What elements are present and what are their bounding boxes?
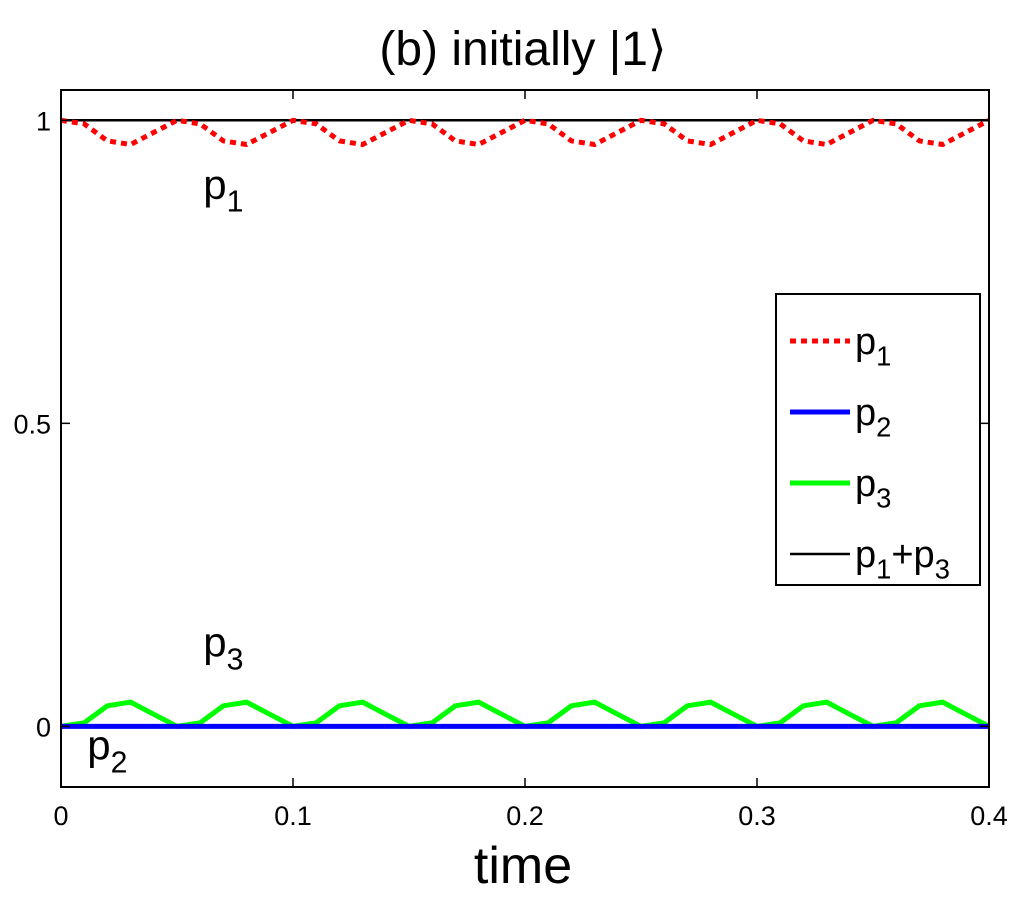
legend-label-1-sub: 1 <box>876 340 891 371</box>
annotation-p1: p1 <box>203 161 243 219</box>
legend-label-4-sub: 1 <box>876 553 891 584</box>
legend-label-4-base: p <box>855 534 876 576</box>
legend-label-2-sub: 2 <box>876 411 891 442</box>
annotation-p3-sub: 3 <box>227 643 244 676</box>
legend-label-2: p2 <box>855 392 891 442</box>
annotation-p2: p2 <box>87 722 127 780</box>
x-axis-label: time <box>474 837 572 895</box>
chart-title: (b) initially |1⟩ <box>379 23 666 76</box>
legend-label-3: p3 <box>855 463 891 513</box>
annotation-p3: p3 <box>203 619 243 677</box>
y-tick-label: 0 <box>36 712 51 742</box>
annotation-p1-sub: 1 <box>227 186 244 219</box>
legend-label-3-base: p <box>855 463 876 505</box>
annotation-p2-base: p <box>87 722 110 769</box>
series-layer <box>60 117 991 729</box>
x-tick-label: 0.1 <box>274 801 312 831</box>
x-tick-label: 0.2 <box>506 801 544 831</box>
legend-label-1-base: p <box>855 321 876 363</box>
y-tick-label: 1 <box>36 106 51 136</box>
legend-label-4: p1+p3 <box>855 534 950 584</box>
y-tick-label: 0.5 <box>13 409 51 439</box>
x-tick-label: 0.4 <box>970 801 1008 831</box>
legend-label-3-sub: 3 <box>876 482 891 513</box>
series-line-1 <box>60 117 991 147</box>
legend-label-4-sub2: 3 <box>935 553 950 584</box>
legend-label-4-base2: +p <box>891 534 934 576</box>
legend-label-2-base: p <box>855 392 876 434</box>
annotation-p2-sub: 2 <box>111 746 128 779</box>
legend-box <box>775 293 981 586</box>
annotation-p3-base: p <box>203 619 226 666</box>
x-tick-label: 0.3 <box>738 801 776 831</box>
x-tick-label: 0 <box>53 801 68 831</box>
tick-layer: 0 0.1 0.2 0.3 0.4 0 0.5 1 <box>13 90 1008 831</box>
annotation-p1-base: p <box>203 161 226 208</box>
legend-label-1: p1 <box>855 321 891 371</box>
